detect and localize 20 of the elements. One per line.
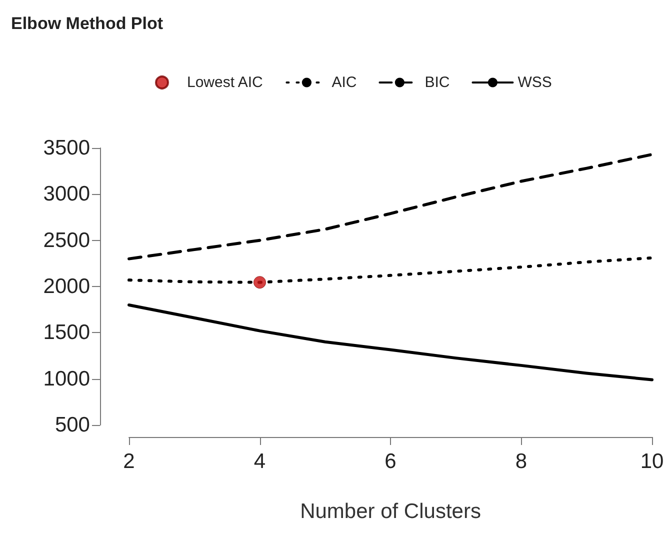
- x-tick-label: 4: [254, 450, 266, 473]
- line-series: [128, 303, 654, 382]
- y-tick-label: 1000: [43, 367, 90, 390]
- y-tick-label: 1500: [43, 321, 90, 344]
- chart-title: Elbow Method Plot: [11, 14, 164, 33]
- y-tick-label: 3000: [43, 182, 90, 206]
- y-tick-label: 2500: [43, 228, 90, 252]
- x-tick-label: 2: [123, 450, 135, 473]
- x-tick-label: 10: [640, 450, 664, 473]
- legend-label: AIC: [332, 74, 357, 91]
- legend-label: WSS: [518, 74, 552, 91]
- x-axis-title: Number of Clusters: [300, 500, 481, 523]
- y-tick-label: 2000: [43, 275, 90, 298]
- legend-label: BIC: [424, 74, 450, 91]
- y-tick-label: 3500: [43, 136, 90, 160]
- legend-label: Lowest AIC: [187, 74, 264, 91]
- y-tick-label: 500: [54, 414, 90, 436]
- x-tick-label: 6: [384, 450, 396, 473]
- line-series: [128, 152, 654, 260]
- x-tick-label: 8: [515, 450, 528, 473]
